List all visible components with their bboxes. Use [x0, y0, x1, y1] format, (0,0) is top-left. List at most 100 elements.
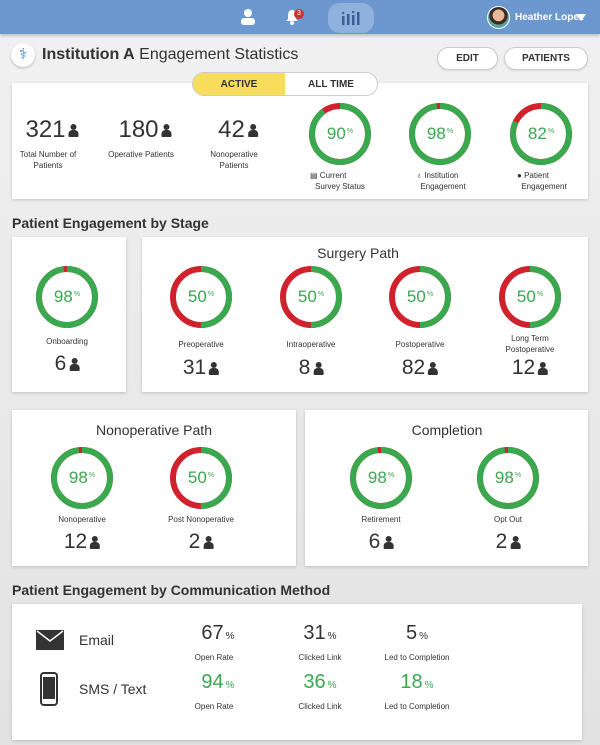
- method-label: Email: [79, 632, 115, 648]
- engagement-ring: 98%: [408, 102, 472, 166]
- ring-label: ♁ Institution Engagement: [416, 171, 466, 191]
- stage-label: Preoperative: [178, 340, 224, 349]
- person-icon: [428, 361, 439, 375]
- person-icon: [203, 535, 214, 549]
- metric-value: 5%: [405, 622, 429, 644]
- metric-label: Open Rate: [194, 702, 234, 711]
- stage-ring: 98%: [35, 265, 99, 329]
- ring-engaged-arc: [170, 447, 232, 509]
- metric-value: 67%: [201, 622, 235, 644]
- stage-ring: 50%: [388, 265, 452, 329]
- metric-label: Led to Completion: [384, 702, 450, 711]
- stage-label: Onboarding: [46, 337, 88, 346]
- stage-count: 12: [512, 356, 549, 380]
- user-name[interactable]: Heather Lopez: [515, 12, 584, 23]
- engagement-ring: 82%: [509, 102, 573, 166]
- ring-engaged-arc: [309, 103, 371, 165]
- person-icon: [383, 535, 394, 549]
- engagement-ring: 90%: [308, 102, 372, 166]
- ring-engaged-arc: [36, 266, 98, 328]
- onboarding-card: [12, 237, 126, 392]
- person-icon[interactable]: [236, 5, 260, 29]
- tab-active[interactable]: ACTIVE: [193, 73, 285, 95]
- metric-value: 36%: [303, 671, 337, 693]
- ring-percent: 98%: [426, 124, 454, 143]
- ring-engaged-arc: [280, 266, 342, 328]
- ring-percent: 90%: [326, 124, 354, 143]
- stage-count: 12: [64, 530, 101, 554]
- completion-title: Completion: [411, 422, 483, 438]
- surgery-path-title: Surgery Path: [317, 245, 399, 261]
- notification-badge: 3: [294, 9, 304, 19]
- statistics-nav-button[interactable]: [328, 3, 374, 33]
- envelope-icon: [36, 630, 64, 650]
- stage-label: Postoperative: [395, 340, 445, 349]
- patient-count: 180: [118, 116, 172, 144]
- ring-percent: 98%: [68, 468, 96, 487]
- stage-ring: 50%: [498, 265, 562, 329]
- person-icon: [510, 535, 521, 549]
- ring-engaged-arc: [51, 447, 113, 509]
- stage-ring: 98%: [476, 446, 540, 510]
- stage-count: 82: [402, 356, 439, 380]
- stage-label: Intraoperative: [286, 340, 336, 349]
- stage-label: Retirement: [361, 515, 401, 524]
- metric-label: Clicked Link: [298, 702, 342, 711]
- caret-down-icon[interactable]: [576, 14, 586, 21]
- person-icon: [247, 123, 258, 137]
- survey-icon: ▤: [310, 171, 318, 180]
- section-title-communication: Patient Engagement by Communication Meth…: [12, 582, 331, 598]
- bar-chart-icon: [342, 11, 360, 25]
- stage-label: Nonoperative: [58, 515, 106, 524]
- stage-ring: 50%: [169, 265, 233, 329]
- ring-percent: 82%: [527, 124, 555, 143]
- edit-button[interactable]: EDIT: [437, 47, 498, 70]
- metric-value: 31%: [303, 622, 337, 644]
- metric-label: Clicked Link: [298, 653, 342, 662]
- tab-all-time[interactable]: ALL TIME: [308, 78, 354, 90]
- stage-ring: 50%: [279, 265, 343, 329]
- method-label: SMS / Text: [79, 681, 147, 697]
- ring-engaged-arc: [499, 266, 561, 328]
- ring-engaged-arc: [170, 266, 232, 328]
- stage-count: 6: [55, 352, 80, 376]
- stage-count: 2: [189, 530, 214, 554]
- ring-percent: 50%: [516, 287, 544, 306]
- stage-count: 6: [369, 530, 394, 554]
- ring-label: ▤ Current Survey Status: [310, 171, 365, 191]
- person-icon: [90, 535, 101, 549]
- patient-count-label: Operative Patients: [108, 150, 174, 159]
- person-icon: [69, 357, 80, 371]
- metric-value: 94%: [201, 671, 235, 693]
- person-icon: [538, 361, 549, 375]
- ring-engaged-arc: [350, 447, 412, 509]
- stage-label: Opt Out: [493, 515, 522, 524]
- section-title-stage: Patient Engagement by Stage: [12, 215, 209, 231]
- ring-percent: 50%: [406, 287, 434, 306]
- ring-percent: 98%: [53, 287, 81, 306]
- ring-percent: 98%: [494, 468, 522, 487]
- nonoperative-path-card: [12, 410, 296, 566]
- stage-count: 31: [183, 356, 220, 380]
- stage-count: 8: [299, 356, 324, 380]
- title-bold: Institution A: [42, 46, 135, 63]
- ring-percent: 50%: [187, 287, 215, 306]
- stage-label: Post Nonoperative: [168, 515, 234, 524]
- metric-value: 18%: [400, 671, 434, 693]
- ring-percent: 98%: [367, 468, 395, 487]
- avatar[interactable]: [487, 6, 510, 29]
- patients-button[interactable]: PATIENTS: [504, 47, 588, 70]
- page-title: Institution A Engagement Statistics: [42, 46, 298, 64]
- stethoscope-icon: ♁: [416, 171, 422, 180]
- stage-label: Long Term Postoperative: [505, 334, 555, 354]
- patient-count: 42: [218, 116, 258, 144]
- stage-ring: 50%: [169, 446, 233, 510]
- person-icon: [161, 123, 172, 137]
- ring-percent: 50%: [187, 468, 215, 487]
- caduceus-logo-icon: ⚕: [11, 43, 35, 67]
- stage-ring: 98%: [349, 446, 413, 510]
- stage-count: 2: [496, 530, 521, 554]
- person-icon: [209, 361, 220, 375]
- ring-percent: 50%: [297, 287, 325, 306]
- period-toggle: ACTIVE ALL TIME: [192, 72, 378, 96]
